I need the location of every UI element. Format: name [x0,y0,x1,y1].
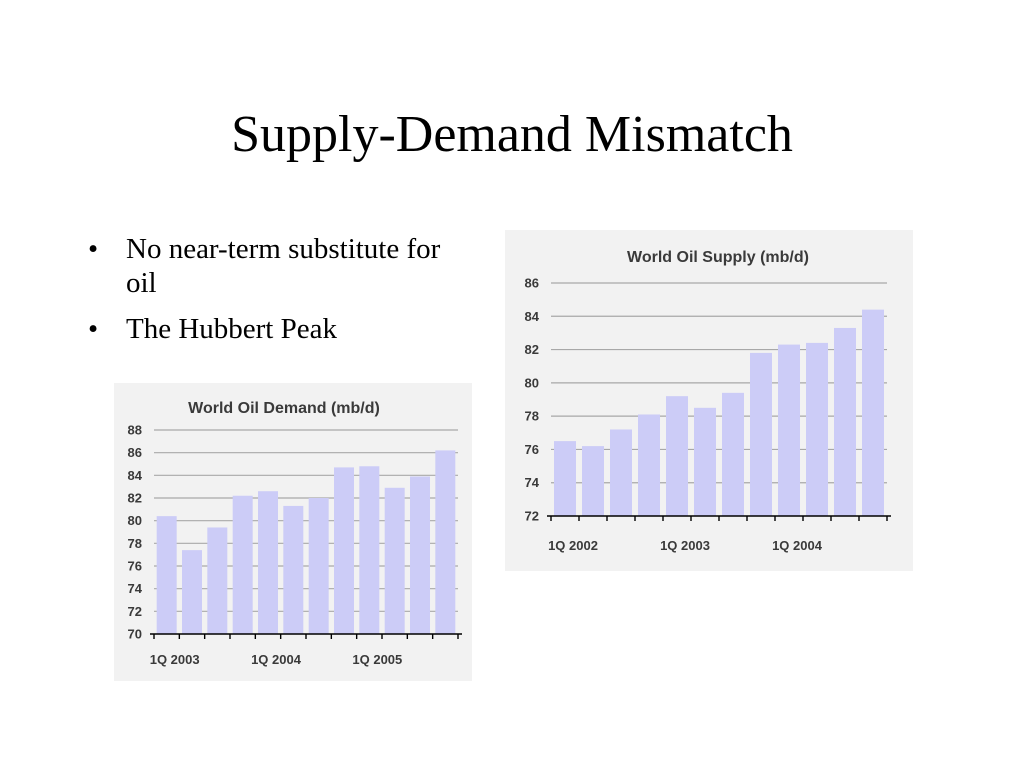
supply-bar [554,441,576,516]
supply-y-tick-label: 74 [525,475,540,490]
supply-bar [582,446,604,516]
demand-y-tick-label: 86 [128,445,142,460]
supply-bar [694,407,716,516]
supply-y-tick-label: 82 [525,342,539,357]
bullet-text: No near-term substitute for oil [126,233,441,299]
supply-bar [834,327,856,516]
demand-y-tick-label: 74 [128,581,143,596]
supply-x-tick-label: 1Q 2002 [548,538,598,553]
demand-y-tick-label: 72 [128,604,142,619]
demand-chart: World Oil Demand (mb/d) 70 72 74 76 78 80 82 84 8… [128,400,462,667]
demand-bar [359,466,380,634]
demand-bar [207,527,228,634]
slide-title: Supply-Demand Mismatch [231,106,793,163]
demand-bar [384,487,405,634]
demand-y-tick-label: 80 [128,513,142,528]
demand-bar [156,516,177,634]
demand-y-tick-label: 84 [128,468,143,483]
supply-bar [806,342,828,516]
bullet-symbol: • [88,233,99,265]
supply-bar [750,352,772,516]
supply-y-tick-label: 76 [525,442,539,457]
bullet-text: The Hubbert Peak [126,313,337,345]
demand-bar [410,476,430,634]
supply-y-tick-label: 86 [525,276,539,291]
demand-bar [258,491,278,634]
supply-y-tick-label: 80 [525,375,539,390]
supply-chart: World Oil Supply (mb/d) 72 74 76 78 80 82 84 86 1… [525,249,891,553]
demand-x-tick-label: 1Q 2003 [150,652,200,667]
demand-bar [334,467,354,634]
demand-bar [308,498,329,634]
supply-x-tick-label: 1Q 2004 [772,538,823,553]
demand-y-tick-label: 88 [128,423,142,438]
demand-bar [182,550,202,634]
bullet-symbol: • [88,313,99,345]
supply-chart-panel: World Oil Supply (mb/d) 72 74 76 78 80 82 84 86 1… [505,230,913,571]
bullet-list: • No near-term substitute for oil • The … [88,232,458,358]
supply-bar [722,392,744,516]
supply-bar [862,309,884,516]
demand-chart-panel: World Oil Demand (mb/d) 70 72 74 76 78 80 82 84 8… [114,383,472,681]
bullet-item: • No near-term substitute for oil [88,232,458,300]
demand-bar [435,450,456,634]
supply-bar [610,429,632,516]
supply-x-tick-label: 1Q 2003 [660,538,710,553]
supply-y-tick-label: 84 [525,309,540,324]
supply-chart-title: World Oil Supply (mb/d) [627,249,809,266]
demand-chart-title: World Oil Demand (mb/d) [188,400,380,417]
supply-bar [638,414,660,516]
demand-bar [232,495,253,634]
demand-y-tick-label: 82 [128,491,142,506]
supply-bar [778,344,800,516]
supply-bar [666,396,688,516]
demand-y-tick-label: 76 [128,559,142,574]
demand-x-tick-label: 1Q 2005 [352,652,402,667]
demand-bar [283,505,304,634]
demand-y-tick-label: 70 [128,627,142,642]
bullet-item: • The Hubbert Peak [88,312,458,346]
supply-y-tick-label: 72 [525,509,539,524]
supply-y-tick-label: 78 [525,409,539,424]
demand-x-tick-label: 1Q 2004 [251,652,302,667]
demand-y-tick-label: 78 [128,536,142,551]
